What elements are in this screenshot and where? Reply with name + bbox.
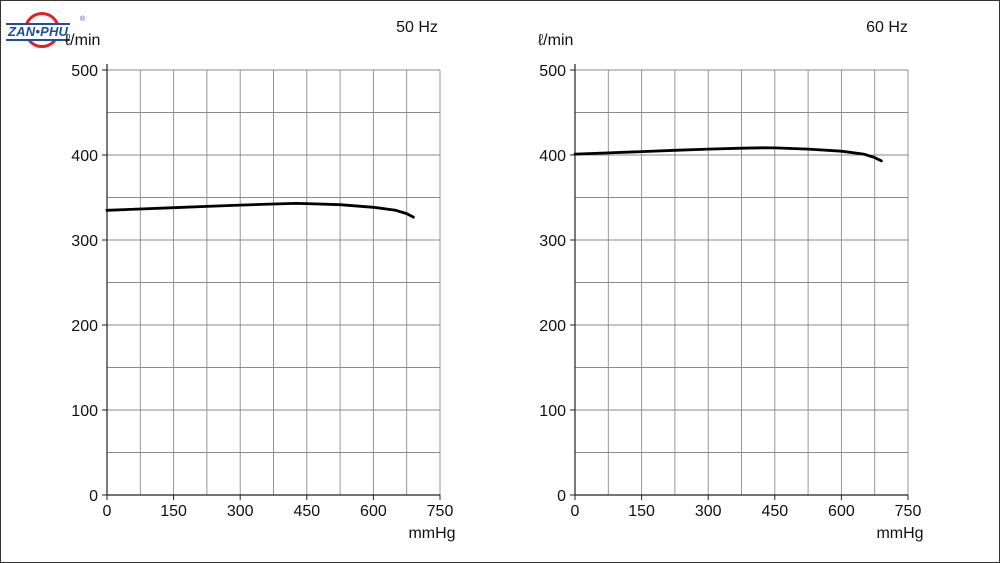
y-tick-label: 400	[71, 148, 98, 165]
logo-text: ZAN•PHU	[6, 23, 71, 41]
x-tick-label: 600	[360, 503, 387, 520]
x-axis-label: mmHg	[408, 525, 455, 542]
x-tick-label: 0	[571, 503, 580, 520]
chart-title: 60 Hz	[866, 19, 908, 36]
x-tick-label: 300	[227, 503, 254, 520]
y-tick-label: 300	[71, 233, 98, 250]
y-tick-label: 400	[539, 148, 566, 165]
series-line	[573, 146, 883, 163]
x-tick-label: 0	[103, 503, 112, 520]
x-tick-label: 150	[628, 503, 655, 520]
x-tick-label: 150	[160, 503, 187, 520]
series-line	[105, 202, 415, 219]
chart-50hz: 0 100 200 300 400 500 0 150 300 450 600 750 ℓ/min mmH…	[65, 19, 456, 542]
y-tick-label: 100	[71, 403, 98, 420]
x-tick-label: 750	[895, 503, 922, 520]
y-tick-label: 200	[71, 318, 98, 335]
x-tick-label: 450	[293, 503, 320, 520]
logo-registered-mark: ®	[80, 16, 86, 23]
y-tick-label: 0	[89, 488, 98, 505]
y-tick-label: 300	[539, 233, 566, 250]
y-tick-label: 0	[557, 488, 566, 505]
y-tick-label: 500	[71, 63, 98, 80]
x-axis-label: mmHg	[876, 525, 923, 542]
y-axis-label: ℓ/min	[65, 32, 100, 49]
x-tick-label: 450	[761, 503, 788, 520]
y-tick-label: 500	[539, 63, 566, 80]
x-tick-label: 600	[828, 503, 855, 520]
y-axis-label: ℓ/min	[538, 32, 573, 49]
chart-title: 50 Hz	[396, 19, 438, 36]
x-tick-label: 750	[427, 503, 454, 520]
brand-logo: ZAN•PHU ®	[4, 10, 86, 50]
y-tick-label: 200	[539, 318, 566, 335]
y-tick-label: 100	[539, 403, 566, 420]
x-tick-label: 300	[695, 503, 722, 520]
